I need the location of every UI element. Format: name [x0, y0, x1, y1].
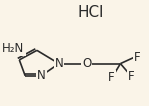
Text: F: F	[134, 51, 141, 64]
Text: O: O	[82, 57, 91, 70]
Text: F: F	[108, 71, 115, 84]
Text: H₂N: H₂N	[2, 42, 25, 55]
Text: HCl: HCl	[77, 5, 104, 20]
Text: F: F	[128, 70, 135, 83]
Text: N: N	[55, 57, 63, 70]
Text: N: N	[37, 69, 46, 82]
